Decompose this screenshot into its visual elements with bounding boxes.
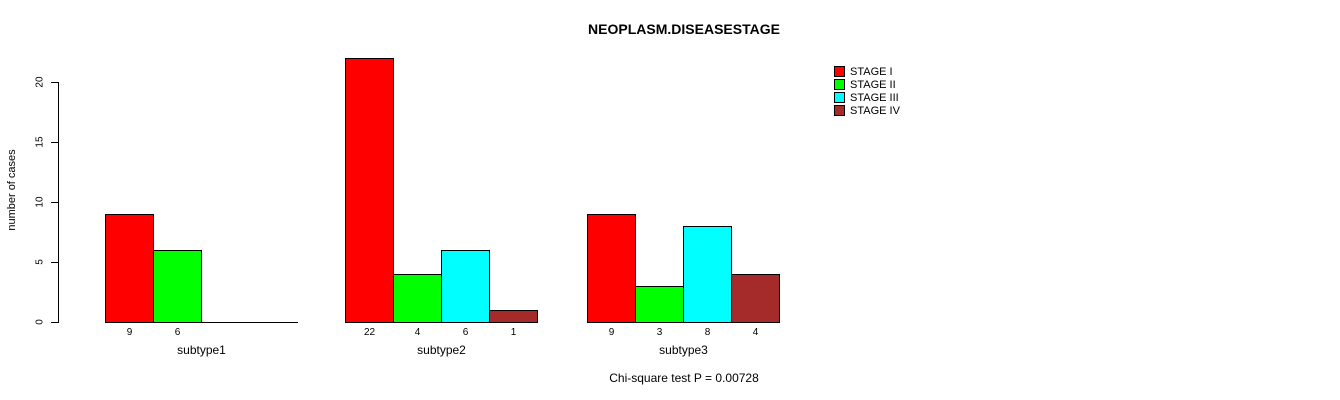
- legend-label: STAGE II: [850, 78, 896, 91]
- legend-item: STAGE IV: [834, 104, 900, 117]
- legend-swatch-icon: [834, 79, 845, 90]
- bar: [635, 286, 684, 323]
- y-tick-label: 5: [34, 259, 46, 265]
- bar-value-label: 6: [174, 327, 181, 338]
- bar: [489, 310, 538, 323]
- bar-value-label: 8: [704, 327, 711, 338]
- y-tick: [51, 142, 59, 143]
- bar-value-label: 4: [752, 327, 759, 338]
- bar-value-label: 9: [608, 327, 615, 338]
- legend-swatch-icon: [834, 92, 845, 103]
- legend-label: STAGE IV: [850, 104, 900, 117]
- y-tick: [51, 82, 59, 83]
- bar: [345, 58, 394, 323]
- bar: [683, 226, 732, 323]
- chart-title: NEOPLASM.DISEASESTAGE: [588, 21, 780, 37]
- bar-value-label: 3: [656, 327, 663, 338]
- category-label: subtype3: [659, 343, 708, 357]
- y-tick-label: 10: [34, 196, 46, 208]
- bar: [105, 214, 154, 323]
- bar-value-label: 22: [363, 327, 376, 338]
- category-label: subtype2: [417, 343, 466, 357]
- bar: [731, 274, 780, 323]
- bar: [587, 214, 636, 323]
- legend-swatch-icon: [834, 66, 845, 77]
- y-tick: [51, 322, 59, 323]
- chi-square-annotation: Chi-square test P = 0.00728: [609, 371, 759, 385]
- y-tick: [51, 262, 59, 263]
- legend-item: STAGE II: [834, 78, 900, 91]
- y-axis-label: number of cases: [6, 149, 18, 231]
- legend-swatch-icon: [834, 105, 845, 116]
- y-tick: [51, 202, 59, 203]
- category-label: subtype1: [177, 343, 226, 357]
- legend-item: STAGE III: [834, 91, 900, 104]
- y-tick-label: 15: [34, 136, 46, 148]
- bar-value-label: 1: [510, 327, 517, 338]
- legend: STAGE I STAGE II STAGE III STAGE IV: [834, 65, 900, 117]
- bar: [393, 274, 442, 323]
- bar-value-label: 4: [414, 327, 421, 338]
- bar-value-label: 9: [126, 327, 133, 338]
- bar: [153, 250, 202, 323]
- y-tick-label: 0: [34, 319, 46, 325]
- bar-value-label: 6: [462, 327, 469, 338]
- y-tick-label: 20: [34, 76, 46, 88]
- bar: [441, 250, 490, 323]
- legend-item: STAGE I: [834, 65, 900, 78]
- legend-label: STAGE I: [850, 65, 893, 78]
- legend-label: STAGE III: [850, 91, 899, 104]
